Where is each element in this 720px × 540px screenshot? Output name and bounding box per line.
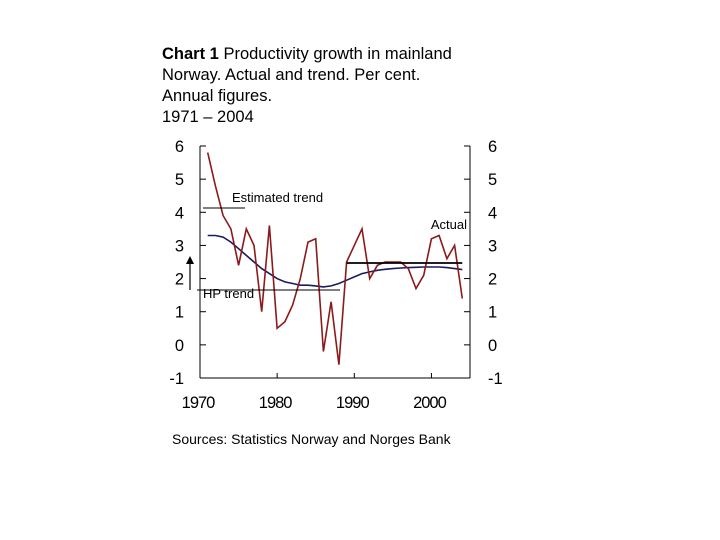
chart-axes: 6 6 5 5 4 4 3 3 2 2 1 1 0 0 -1 -1 1970 1980 1990 2000 (169, 138, 502, 412)
y-tick-label-right: 6 (488, 138, 497, 156)
y-tick-label-right: 5 (488, 171, 497, 189)
y-tick-label-left: 3 (175, 237, 184, 255)
y-tick-label-left: -1 (169, 370, 184, 388)
y-tick-label-right: 2 (488, 271, 497, 289)
title-line-3: Annual figures. (162, 87, 273, 105)
hp-trend-arrow-head (186, 256, 194, 264)
title-line-2: Norway. Actual and trend. Per cent. (162, 66, 421, 84)
chart-number: Chart 1 (162, 45, 219, 63)
y-tick-label-left: 5 (175, 171, 184, 189)
title-line-1: Productivity growth in mainland (223, 45, 452, 63)
annotation-hp-trend: HP trend (203, 286, 254, 301)
x-tick-label: 1980 (259, 394, 293, 412)
y-tick-label-left: 6 (175, 138, 184, 156)
annotation-actual: Actual (431, 217, 467, 232)
y-tick-label-right: 3 (488, 237, 497, 255)
chart-lines (206, 152, 464, 365)
y-tick-label-right: -1 (488, 370, 503, 388)
annotation-estimated-trend: Estimated trend (232, 190, 323, 205)
y-tick-label-left: 1 (175, 304, 184, 322)
y-tick-label-right: 4 (488, 204, 497, 222)
y-tick-label-left: 4 (175, 204, 184, 222)
chart-title: Chart 1 Productivity growth in mainland … (162, 44, 522, 128)
y-tick-label-left: 0 (175, 337, 184, 355)
y-tick-label-right: 1 (488, 304, 497, 322)
chart-source: Sources: Statistics Norway and Norges Ba… (172, 431, 451, 447)
estimated-trend-line (207, 234, 463, 288)
x-tick-label: 2000 (413, 394, 447, 412)
x-tick-label: 1970 (182, 394, 216, 412)
x-tick-label: 1990 (336, 394, 370, 412)
y-tick-label-left: 2 (175, 271, 184, 289)
chart-annotations: Estimated trend Actual HP trend (186, 190, 467, 301)
actual-line (206, 152, 464, 365)
y-tick-label-right: 0 (488, 337, 497, 355)
title-line-4: 1971 – 2004 (162, 108, 254, 126)
